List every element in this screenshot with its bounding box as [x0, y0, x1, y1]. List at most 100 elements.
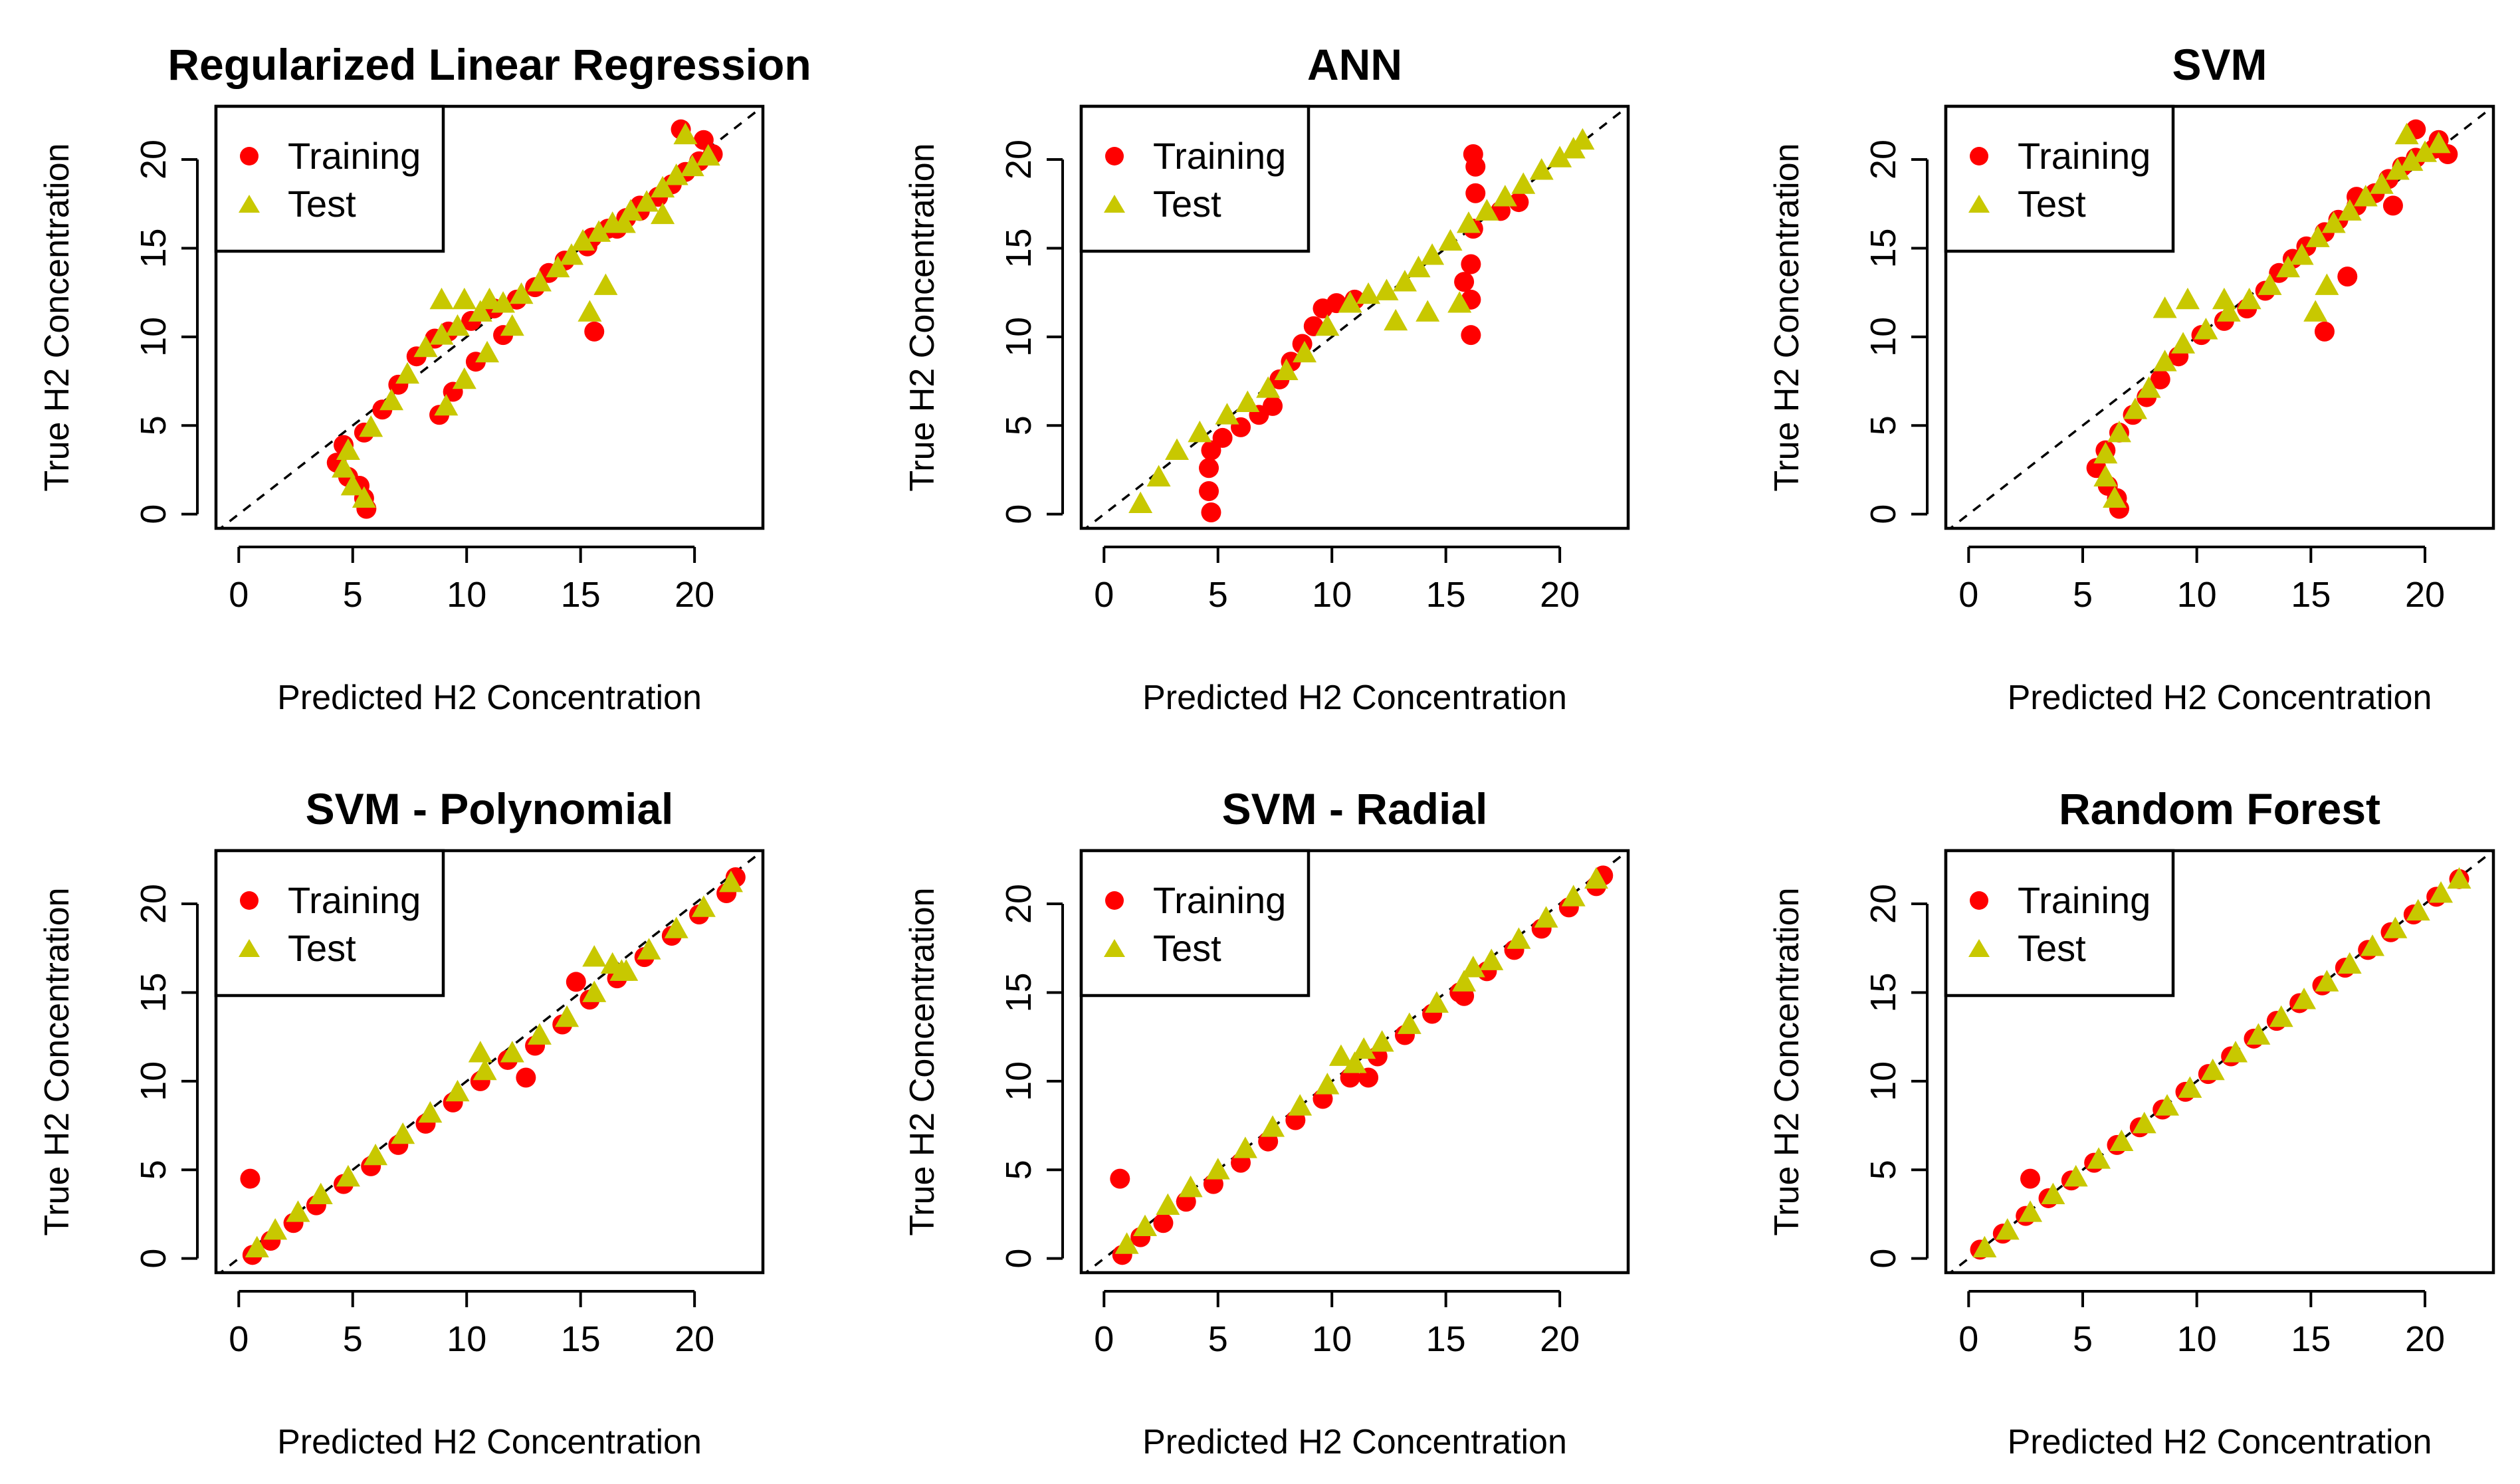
test-point: [2178, 1076, 2202, 1098]
y-tick-label: 10: [1863, 1061, 1903, 1101]
legend: Training Test: [1944, 849, 2175, 998]
x-tick-label: 20: [2405, 575, 2445, 615]
y-tick-label: 10: [999, 1061, 1039, 1101]
test-point: [1356, 282, 1381, 304]
x-tick-label: 10: [2177, 575, 2217, 615]
test-point: [1288, 1094, 1312, 1116]
y-axis-label: True H2 Concentration: [38, 887, 76, 1235]
training-point: [566, 972, 586, 992]
x-tick-label: 10: [447, 1319, 486, 1359]
test-point: [1438, 229, 1463, 251]
test-point: [2224, 1041, 2248, 1063]
x-tick-label: 5: [343, 1319, 363, 1359]
test-point: [2155, 1094, 2180, 1116]
x-tick-label: 0: [229, 575, 249, 615]
test-point: [2369, 172, 2394, 194]
training-point: [1461, 254, 1481, 274]
legend-training-label: Training: [288, 135, 421, 177]
legend: Training Test: [1079, 849, 1311, 998]
legend-training-label: Training: [2018, 879, 2151, 921]
test-point: [673, 122, 698, 145]
test-point: [418, 1101, 443, 1123]
test-point: [2093, 465, 2118, 487]
test-point: [1328, 1044, 1353, 1066]
plot-area: [219, 851, 763, 1273]
x-tick-label: 15: [561, 575, 601, 615]
test-point: [500, 314, 524, 336]
test-point: [2303, 300, 2328, 322]
test-point: [1995, 1218, 2020, 1240]
training-point: [516, 1067, 536, 1088]
test-point: [2152, 296, 2177, 318]
test-point: [1261, 1115, 1285, 1137]
y-tick-label: 15: [1863, 972, 1903, 1012]
test-point: [637, 938, 661, 960]
test-point: [472, 1058, 497, 1081]
plot-area: [1084, 106, 1628, 528]
training-point: [2020, 1168, 2041, 1189]
test-point: [1493, 185, 1517, 207]
chart-panel: Random Forest 0 5 10 15 20 0 5 10 15 20 Predicted H…: [1768, 784, 2495, 1461]
test-point: [1128, 491, 1153, 514]
test-point: [582, 980, 607, 1002]
y-tick-label: 0: [999, 1249, 1039, 1269]
test-point: [1529, 158, 1554, 180]
legend-training-marker: [1105, 147, 1124, 165]
legend-box: [214, 849, 445, 998]
test-point: [1452, 970, 1477, 992]
test-point: [1447, 291, 1472, 313]
x-tick-label: 0: [1094, 575, 1114, 615]
test-point: [286, 1200, 310, 1222]
test-point: [1256, 376, 1281, 398]
legend: Training Test: [1079, 104, 1311, 253]
legend-test-label: Test: [1153, 927, 1221, 969]
test-point: [434, 393, 459, 416]
test-point: [2152, 350, 2177, 371]
test-point: [1972, 1235, 1997, 1258]
chart-title: Regularized Linear Regression: [167, 40, 811, 89]
x-tick-label: 20: [675, 1319, 714, 1359]
test-point: [578, 300, 602, 322]
chart-title: SVM: [2172, 40, 2267, 89]
reference-line: [1948, 851, 2493, 1273]
test-point: [1374, 278, 1399, 300]
y-tick-label: 15: [999, 972, 1039, 1012]
test-point: [2413, 140, 2437, 162]
test-point: [651, 175, 675, 198]
test-point: [2109, 1129, 2134, 1151]
chart-title: SVM - Polynomial: [306, 784, 674, 833]
legend-training-label: Training: [288, 879, 421, 921]
test-point: [1416, 300, 1440, 322]
test-point: [1114, 1232, 1139, 1254]
legend-box: [214, 104, 445, 253]
test-point: [475, 340, 500, 363]
legend-training-marker: [1970, 891, 1988, 910]
legend-test-marker: [1968, 195, 1990, 213]
training-point: [584, 321, 605, 342]
test-point: [477, 287, 502, 310]
x-tick-label: 15: [2291, 1319, 2331, 1359]
test-point: [635, 190, 659, 212]
x-axis-label: Predicted H2 Concentration: [277, 1423, 702, 1461]
test-point: [391, 1122, 415, 1144]
plot-frame: [1944, 104, 2495, 530]
test-point: [2361, 934, 2385, 956]
test-point: [2321, 211, 2346, 233]
x-tick-label: 10: [2177, 1319, 2217, 1359]
legend-test-marker: [1104, 939, 1125, 957]
chart-title: Random Forest: [2059, 784, 2380, 833]
x-axis-label: Predicted H2 Concentration: [277, 679, 702, 717]
test-point: [2276, 255, 2300, 278]
test-point: [2093, 441, 2118, 464]
legend-test-label: Test: [1153, 183, 1221, 225]
test-point: [2200, 1058, 2225, 1081]
test-point: [445, 1079, 470, 1102]
plot-frame: [1079, 104, 1630, 530]
test-point: [651, 202, 675, 225]
test-point: [571, 229, 595, 251]
training-point: [2337, 266, 2358, 287]
legend-training-label: Training: [1153, 879, 1286, 921]
legend: Training Test: [214, 849, 445, 998]
legend-training-marker: [240, 891, 259, 910]
test-point: [559, 243, 583, 265]
